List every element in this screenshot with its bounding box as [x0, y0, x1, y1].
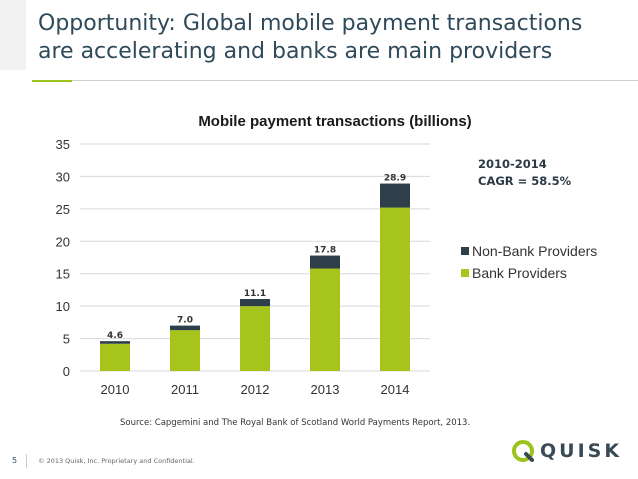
- x-tick-label: 2012: [241, 382, 270, 397]
- bar-total-label: 17.8: [314, 246, 336, 256]
- slide-accent-bar: [0, 0, 26, 70]
- bar-non-bank-providers: [240, 299, 270, 307]
- chart-bars: 4.6 7.0 11.1 17.8 28.9: [100, 174, 410, 371]
- quisk-logo-text: QUISK: [540, 440, 623, 462]
- y-tick-label: 15: [56, 267, 70, 282]
- y-tick-label: 25: [56, 202, 70, 217]
- cagr-value: CAGR = 58.5%: [478, 174, 572, 188]
- legend-label: Non-Bank Providers: [472, 243, 597, 259]
- slide-footer: 5 © 2013 Quisk, Inc. Proprietary and Con…: [0, 452, 638, 472]
- slide-title: Opportunity: Global mobile payment trans…: [38, 11, 583, 64]
- bar-bank-providers: [240, 306, 270, 371]
- y-tick-label: 20: [56, 234, 70, 249]
- bar-total-label: 4.6: [107, 331, 123, 341]
- chart-title: Mobile payment transactions (billions): [198, 113, 471, 130]
- bar-non-bank-providers: [310, 255, 340, 269]
- bar-chart: Mobile payment transactions (billions) 0…: [56, 113, 598, 397]
- bar-non-bank-providers: [380, 183, 410, 208]
- y-axis-ticks: 0 5 10 15 20 25 30 35: [56, 137, 70, 379]
- legend-label: Bank Providers: [472, 265, 567, 281]
- copyright-text: © 2013 Quisk, Inc. Proprietary and Confi…: [38, 457, 195, 465]
- bar-bank-providers: [310, 268, 340, 371]
- y-tick-label: 10: [56, 299, 70, 314]
- legend-swatch: [461, 269, 469, 277]
- x-tick-label: 2013: [311, 382, 340, 397]
- x-axis-ticks: 2010 2011 2012 2013 2014: [101, 382, 410, 397]
- bar-non-bank-providers: [170, 325, 200, 331]
- y-tick-label: 30: [56, 169, 70, 184]
- source-note: Source: Capgemini and The Royal Bank of …: [120, 418, 471, 428]
- footer-divider: [26, 454, 27, 468]
- bar-total-label: 7.0: [177, 316, 193, 326]
- x-tick-label: 2014: [381, 382, 410, 397]
- chart-legend: Non-Bank Providers Bank Providers: [461, 243, 597, 281]
- bar-bank-providers: [100, 343, 130, 371]
- bar-bank-providers: [380, 207, 410, 371]
- quisk-logo-icon: [512, 440, 534, 462]
- bar-bank-providers: [170, 330, 200, 371]
- page-number: 5: [12, 456, 18, 465]
- y-tick-label: 0: [63, 364, 70, 379]
- bar-non-bank-providers: [100, 341, 130, 344]
- x-tick-label: 2011: [171, 382, 199, 397]
- y-tick-label: 35: [56, 137, 70, 152]
- y-tick-label: 5: [63, 332, 70, 347]
- bar-total-label: 28.9: [384, 174, 406, 184]
- legend-swatch: [461, 247, 469, 255]
- quisk-logo: QUISK: [512, 436, 622, 466]
- bar-total-label: 11.1: [244, 289, 266, 299]
- cagr-note: 2010-2014 CAGR = 58.5%: [478, 156, 571, 190]
- title-divider: [32, 80, 638, 81]
- x-tick-label: 2010: [101, 382, 130, 397]
- title-divider-accent: [32, 80, 72, 82]
- cagr-period: 2010-2014: [478, 157, 547, 171]
